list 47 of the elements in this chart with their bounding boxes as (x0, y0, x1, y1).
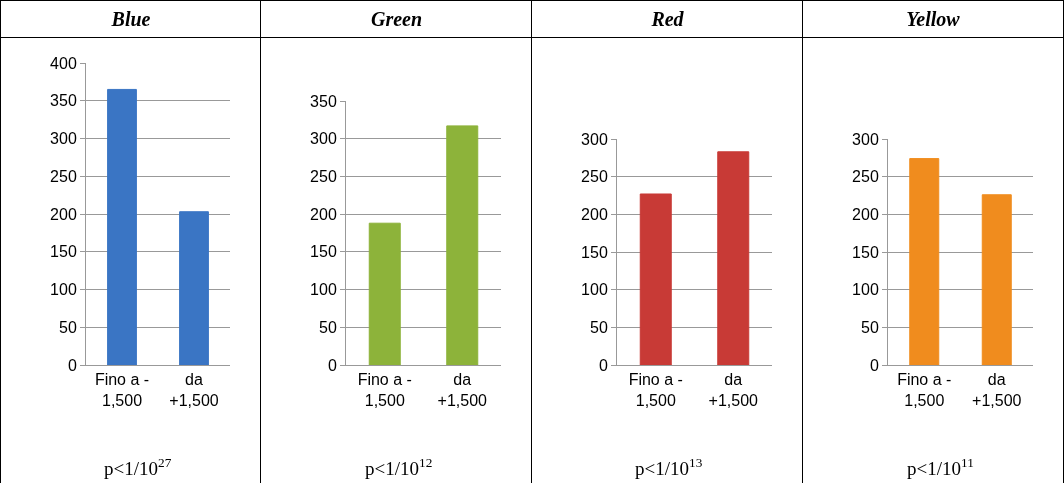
y-tick-label: 50 (590, 318, 608, 336)
y-tick-label: 250 (581, 168, 608, 186)
y-tick-label: 250 (50, 167, 77, 185)
y-tick-label: 100 (50, 281, 77, 299)
y-tick-label: 400 (50, 54, 77, 72)
y-tick-label: 350 (50, 92, 77, 110)
y-tick-label: 200 (852, 205, 879, 223)
y-tick-label: 0 (869, 356, 879, 374)
chart-title: Blue (1, 0, 261, 38)
y-tick-label: 150 (310, 243, 337, 261)
text: p<1/10$^{13}$ (635, 455, 703, 479)
text: p<1/10$^{12}$ (365, 455, 433, 479)
x-tick-label: Fino a - 1,500 (628, 371, 683, 409)
x-tick-label: Fino a - 1,500 (357, 371, 412, 409)
text: p<1/10$^{11}$ (907, 455, 974, 479)
y-tick-label: 100 (852, 281, 879, 299)
y-tick-label: 0 (598, 356, 608, 374)
x-tick-label: da +1,500 (972, 371, 1022, 409)
y-tick-label: 200 (581, 205, 608, 223)
y-tick-label: 300 (50, 130, 77, 148)
x-tick-label: Fino a - 1,500 (897, 371, 952, 409)
text: p<1/10$^{27}$ (104, 455, 172, 479)
y-tick-label: 250 (310, 168, 337, 186)
y-tick-label: 100 (310, 281, 337, 299)
y-tick-label: 50 (319, 318, 337, 336)
y-tick-label: 300 (852, 130, 879, 148)
y-tick-label: 300 (310, 130, 337, 148)
x-tick-label: Fino a - 1,500 (94, 371, 150, 409)
y-tick-label: 350 (310, 92, 337, 110)
y-tick-label: 200 (310, 205, 337, 223)
y-tick-label: 250 (852, 168, 879, 186)
y-tick-label: 150 (581, 243, 608, 261)
y-tick-label: 200 (50, 205, 77, 223)
chart-title: Yellow (803, 0, 1063, 38)
x-tick-label: da +1,500 (169, 371, 219, 409)
y-tick-label: 0 (67, 356, 77, 374)
x-tick-label: da +1,500 (708, 371, 759, 409)
chart-title: Red (532, 0, 803, 38)
y-tick-label: 50 (59, 318, 77, 336)
y-tick-label: 0 (327, 356, 337, 374)
y-tick-label: 100 (581, 281, 608, 299)
y-tick-label: 150 (852, 243, 879, 261)
y-tick-label: 300 (581, 130, 608, 148)
y-tick-label: 150 (50, 243, 77, 261)
y-tick-label: 50 (861, 318, 879, 336)
chart-title: Green (261, 0, 532, 38)
x-tick-label: da +1,500 (437, 371, 488, 409)
